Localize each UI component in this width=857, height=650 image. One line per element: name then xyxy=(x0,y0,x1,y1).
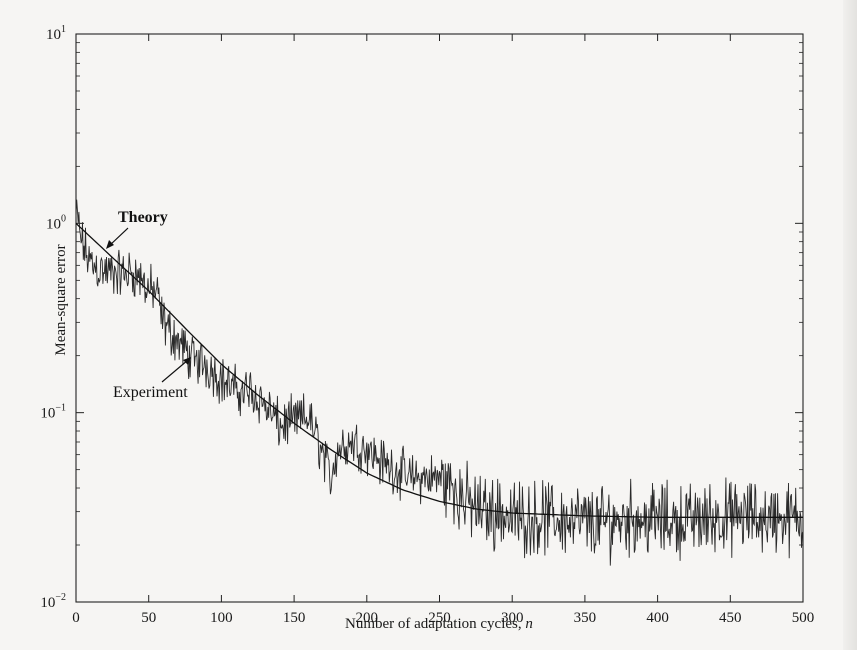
y-tick-label: 101 xyxy=(46,24,66,43)
x-tick-label: 300 xyxy=(501,610,524,626)
x-tick-label: 450 xyxy=(719,610,742,626)
x-tick-label: 500 xyxy=(792,610,815,626)
x-axis-label: Number of adaptation cycles, n xyxy=(345,616,533,633)
x-tick-label: 250 xyxy=(428,610,451,626)
experiment-series-line xyxy=(75,199,804,566)
x-tick-label: 50 xyxy=(141,610,156,626)
experiment-annotation-arrowhead xyxy=(183,357,191,365)
y-axis-label: Mean-square error xyxy=(53,244,70,356)
page-edge xyxy=(843,0,857,650)
theory-annotation-label: Theory xyxy=(118,209,168,226)
x-tick-label: 350 xyxy=(574,610,597,626)
y-tick-label: 100 xyxy=(46,213,66,232)
x-tick-label: 200 xyxy=(356,610,379,626)
experiment-annotation-arrow xyxy=(161,359,189,383)
experiment-annotation-label: Experiment xyxy=(113,384,188,401)
y-tick-label: 10−2 xyxy=(40,592,66,611)
theory-annotation-arrow xyxy=(108,227,129,247)
x-tick-label: 400 xyxy=(646,610,669,626)
x-tick-label: 100 xyxy=(210,610,233,626)
theory-series-line xyxy=(75,222,803,518)
theory-annotation-arrowhead xyxy=(106,240,114,249)
y-tick-label: 10−1 xyxy=(40,403,66,422)
x-tick-label: 0 xyxy=(72,610,80,626)
x-axis-label-text: Number of adaptation cycles, xyxy=(345,616,522,632)
x-tick-label: 150 xyxy=(283,610,306,626)
x-axis-label-variable: n xyxy=(525,616,533,632)
